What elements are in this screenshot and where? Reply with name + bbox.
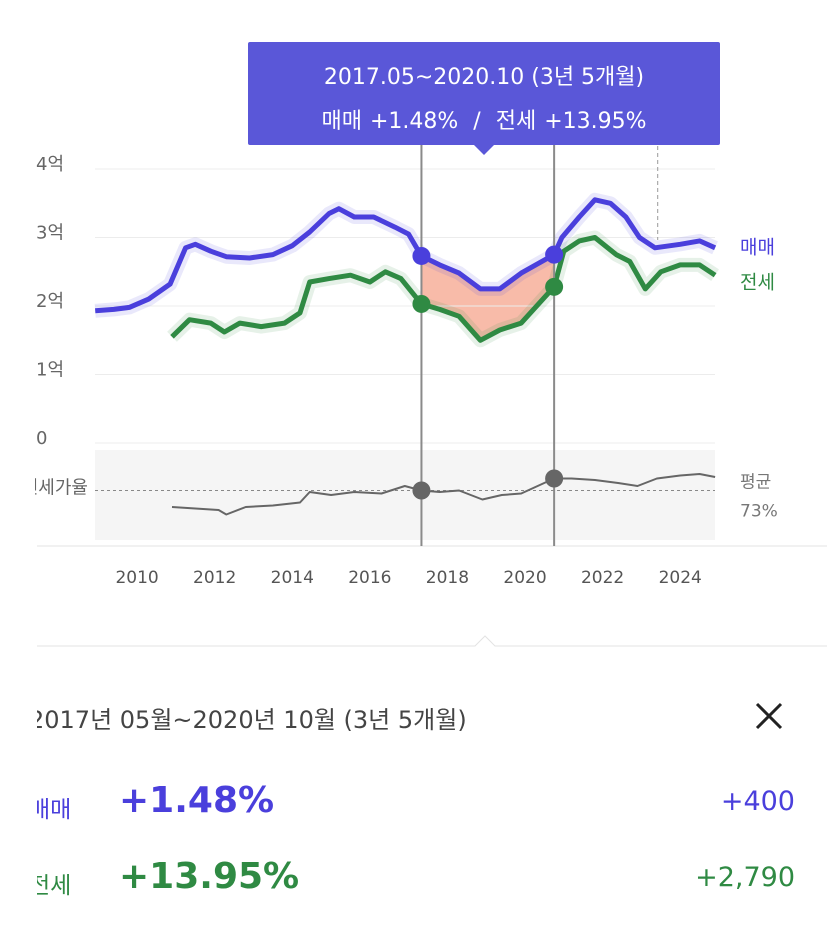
average-value-label: 73% xyxy=(740,502,778,522)
y-tick-label: 0 xyxy=(36,428,47,449)
row-label: 전세 xyxy=(37,873,72,899)
panel-divider xyxy=(37,635,827,647)
selection-point xyxy=(545,469,564,488)
tooltip-period: 2017.05~2020.10 (3년 5개월) xyxy=(323,65,645,90)
summary-row: 전세 +13.95% +2,790 xyxy=(37,856,795,906)
tooltip-jeonse-change: +13.95% xyxy=(544,109,647,134)
summary-row: 매매 +1.48% +400 xyxy=(37,780,795,830)
y-tick-label: 2억 xyxy=(36,291,64,312)
selection-point xyxy=(412,294,431,313)
legend-label: 매매 xyxy=(740,236,775,258)
series-line xyxy=(171,473,716,516)
ratio-label: 전세가율 xyxy=(22,478,88,499)
selection-point xyxy=(412,481,431,500)
tooltip-changes: 매매 +1.48% / 전세 +13.95% xyxy=(248,100,720,144)
y-tick-label: 4억 xyxy=(36,154,64,175)
row-amount: +2,790 xyxy=(695,862,795,893)
tooltip-sale-change: +1.48% xyxy=(369,109,459,134)
summary-period: 2017년 05월~2020년 10월 (3년 5개월) xyxy=(37,706,467,734)
close-button[interactable] xyxy=(749,696,789,736)
row-change: +13.95% xyxy=(119,856,300,897)
legend-label: 전세 xyxy=(740,272,775,294)
average-label: 평균 xyxy=(740,473,771,493)
x-tick-label: 2018 xyxy=(426,568,469,588)
tooltip-jeonse-label: 전세 xyxy=(495,109,537,134)
chart: 0 1억 2억 3억 4억 2010 2012 2014 2016 2018 2020 2022 202… xyxy=(22,145,827,647)
row-label: 매매 xyxy=(37,797,72,823)
row-change: +1.48% xyxy=(119,780,275,821)
x-tick-label: 2012 xyxy=(193,568,236,588)
selection-point xyxy=(412,246,431,265)
x-tick-label: 2024 xyxy=(659,568,702,588)
x-tick-label: 2022 xyxy=(581,568,624,588)
x-tick-label: 2010 xyxy=(115,568,158,588)
tooltip-sale-label: 매매 xyxy=(321,109,362,134)
selection-point xyxy=(545,277,564,296)
series-line xyxy=(95,197,717,314)
tooltip-separator: / xyxy=(473,109,481,134)
tooltip: 2017.05~2020.10 (3년 5개월) 매매 +1.48% / 전세 +1… xyxy=(248,42,720,155)
x-tick-label: 2020 xyxy=(503,568,546,588)
summary-panel: 2017년 05월~2020년 10월 (3년 5개월) 매매 +1.48% +… xyxy=(37,648,827,932)
row-amount: +400 xyxy=(720,786,795,817)
x-tick-label: 2014 xyxy=(271,568,314,588)
series-line xyxy=(170,235,717,343)
tooltip-arrow xyxy=(474,145,494,155)
y-tick-label: 1억 xyxy=(36,360,64,381)
x-tick-label: 2016 xyxy=(348,568,391,588)
selection-point xyxy=(545,245,564,264)
y-tick-label: 3억 xyxy=(36,223,64,244)
ratio-panel-bg xyxy=(95,450,715,540)
